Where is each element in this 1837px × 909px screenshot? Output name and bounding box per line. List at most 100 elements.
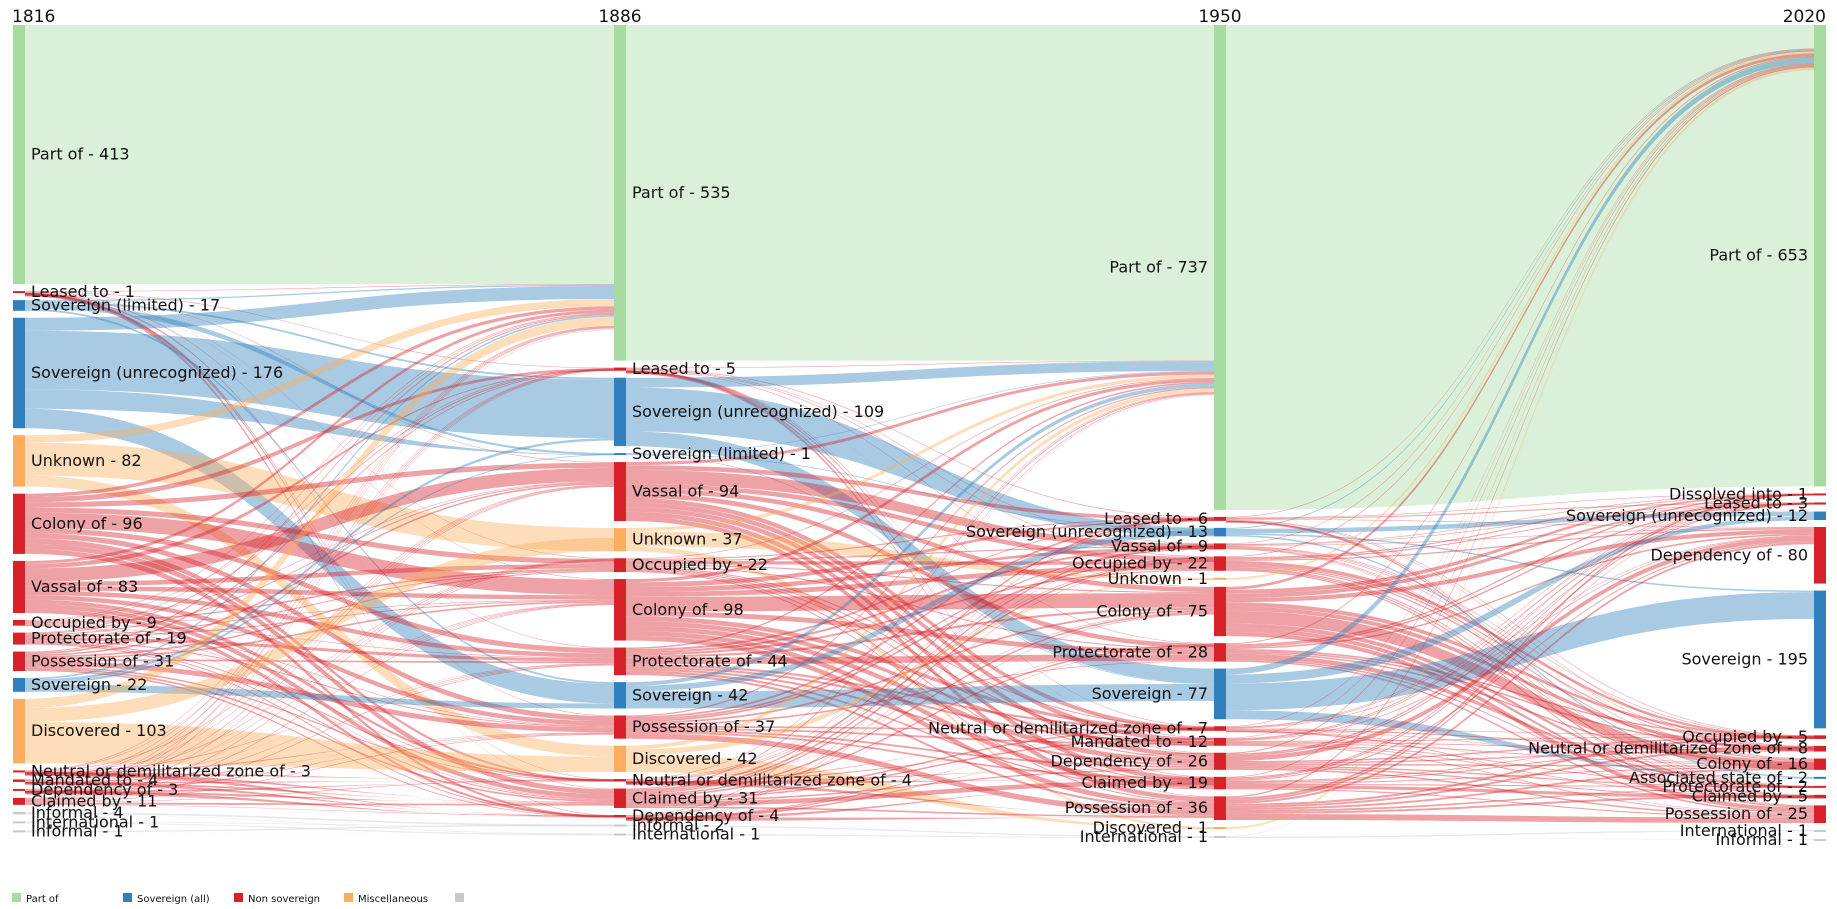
flow-link [1226,504,1814,757]
flow-link [25,537,614,722]
flow-link [25,284,614,302]
flow-link [25,558,614,773]
flow-link [1226,519,1814,528]
flow-link [1226,546,1814,748]
flow-link [626,683,1214,709]
flow-link [1226,520,1814,806]
flow-link [25,291,614,369]
node-label: Sovereign (unrecognized) - 109 [632,402,884,421]
node-bar-occupied-by-22 [1214,556,1226,571]
flow-link [1226,783,1814,788]
flow-link [25,560,614,791]
flow-link [25,734,614,803]
flow-link [25,292,614,463]
flow-link [626,768,1214,802]
flow-link [1226,627,1814,799]
node-bar-possession-of-31 [13,651,25,672]
flow-link [25,660,614,733]
node-label: Discovered - 1 [1093,818,1208,837]
node-label: International - 1 [1080,827,1208,846]
flow-link [25,664,614,792]
node-bar-claimed-by-5 [1814,794,1826,799]
flow-link [25,625,614,780]
flow-link [626,547,1214,593]
flow-link [626,806,1214,818]
flow-link [626,834,1214,839]
node-label: Protectorate of - 2 [1663,777,1809,796]
flow-link [626,565,1214,650]
flow-link [1226,520,1814,796]
flow-link [626,557,1214,723]
flow-link [1226,64,1814,754]
legend-label: Part of [26,894,59,905]
node-bar-dependency-of-3 [13,788,25,791]
flow-link [25,512,614,596]
flow-link [25,312,614,621]
flow-link [1226,730,1814,797]
flow-link [626,728,1214,799]
flow-link [25,603,614,782]
flow-link [1226,56,1814,645]
node-bar-colony-of-75 [1214,586,1226,637]
node-label: Neutral or demilitarized zone of - 4 [632,770,912,789]
flow-link [1226,494,1814,740]
node-label: Colony of - 98 [632,600,744,619]
flow-link [25,442,614,552]
flow-link [1226,541,1814,781]
flow-link [1226,741,1814,751]
flow-link [1226,493,1814,594]
node-label: Dependency of - 26 [1050,751,1208,770]
flow-link [25,600,614,638]
node-label: Colony of - 16 [1696,754,1808,773]
flow-link [626,370,1214,454]
flow-link [25,25,614,285]
flow-link [25,772,614,803]
flow-link [626,520,1214,652]
flow-link [626,381,1214,649]
flow-link [626,611,1214,655]
flow-link [25,293,614,717]
node-bar-colony-of-98 [614,579,626,641]
node-bar-part-of-413 [13,25,25,285]
flow-link [1226,648,1814,739]
flow-link [1226,533,1814,593]
node-bar-leased-to-6 [1214,516,1226,521]
flow-link [25,285,614,331]
flow-link [1226,602,1814,739]
node-label: Protectorate of - 44 [632,651,788,670]
flow-link [25,389,614,456]
node-label: Colony of - 75 [1096,601,1208,620]
flow-link [626,739,1214,820]
node-label: Protectorate of - 19 [31,629,187,648]
flow-link [1226,742,1814,766]
flow-link [25,604,614,801]
flow-link [626,465,1214,521]
node-label: Leased to - 6 [1104,509,1208,528]
flow-link [25,772,614,817]
node-label: Sovereign (limited) - 17 [31,295,220,314]
flow-link [1226,502,1814,729]
node-label: Part of - 535 [632,183,731,202]
flow-link [25,369,614,781]
flow-link [25,643,614,817]
node-label: Mandated to - 12 [1071,732,1208,751]
flow-link [25,812,614,827]
flow-link [1226,747,1814,808]
legend-item-miscellaneous: Miscellaneous [344,893,428,905]
flow-link [626,646,1214,818]
flow-link [1226,63,1814,739]
flow-link [626,825,1214,838]
node-label: Protectorate of - 28 [1052,642,1208,661]
flow-link [1226,837,1814,840]
node-label: Occupied by - 22 [1072,554,1208,573]
flow-link [1226,519,1814,736]
node-bar-protectorate-of-19 [13,632,25,645]
node-bar-sovereign-limited-17 [13,300,25,311]
flow-link [1226,529,1814,603]
flow-link [626,394,1214,826]
flow-link [25,560,614,801]
year-headers: 1816 1886 1950 2020 [12,7,1826,27]
flow-link [25,486,614,800]
flow-link [25,684,614,709]
